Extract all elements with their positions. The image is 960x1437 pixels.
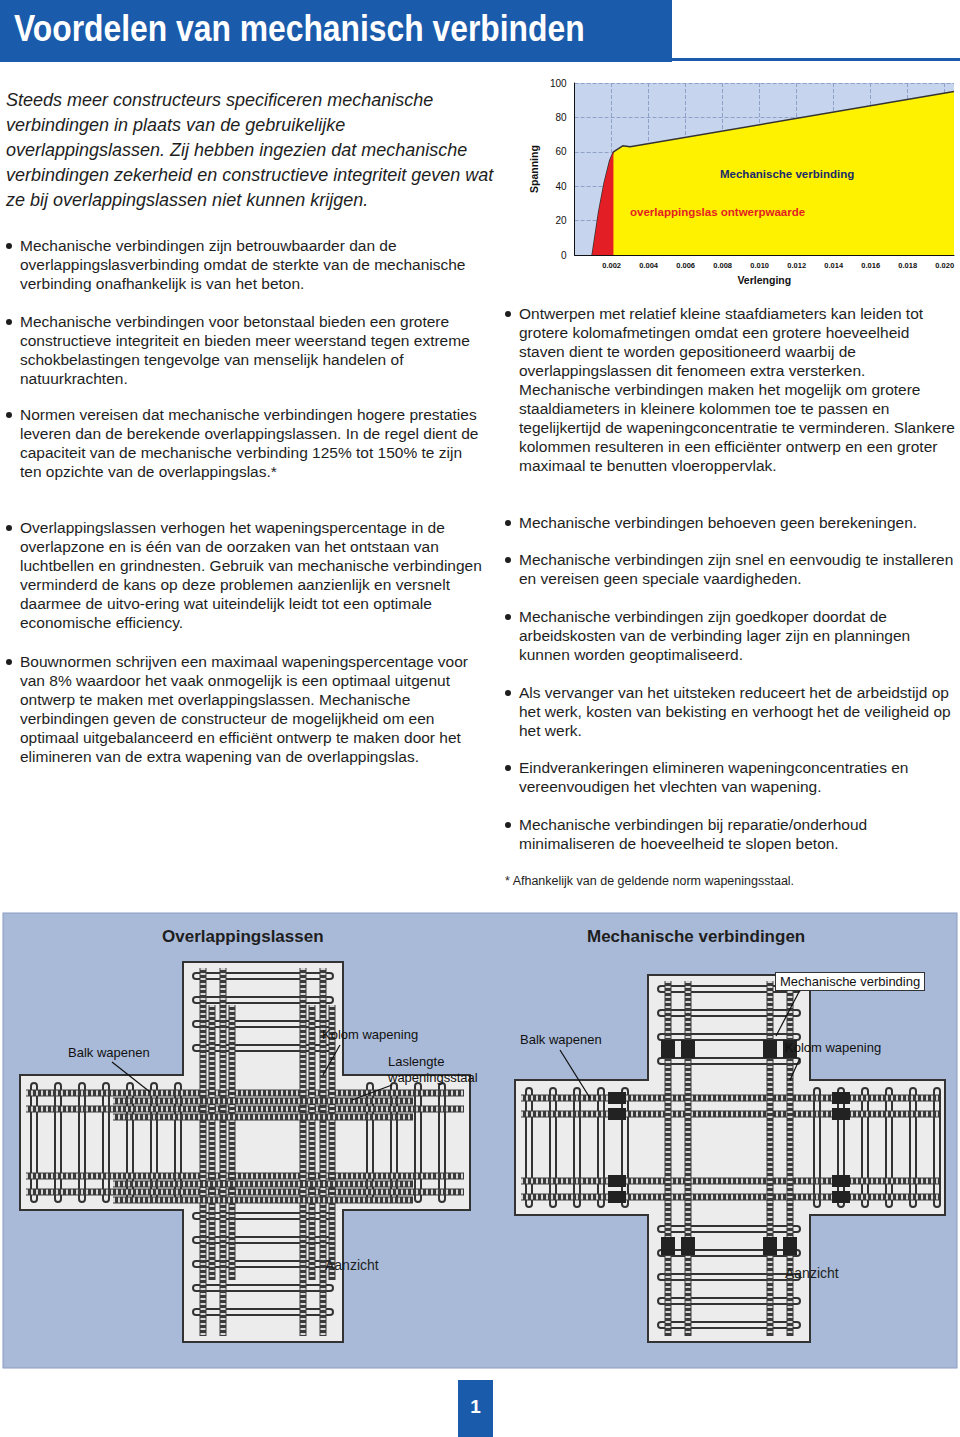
html-text:Normen vereisen dat mechanisch: Normen vereisen dat mechanische verbindi… <box>20 406 479 480</box>
html-text:Eindverankeringen elimineren w: Eindverankeringen elimineren wapeningcon… <box>519 759 909 795</box>
svg-text:Spanning: Spanning <box>528 145 540 193</box>
svg-text:0.010: 0.010 <box>750 261 769 270</box>
svg-text:0.020: 0.020 <box>935 261 954 270</box>
svg-text:Verlenging: Verlenging <box>737 274 791 286</box>
html-text:Mechanische verbindingen zijn: Mechanische verbindingen zijn goedkoper … <box>519 608 911 663</box>
html-text:Laslengte wapeningsstaal: Laslengte wapeningsstaal <box>388 1054 478 1085</box>
html-text:Overlappingslassen verhogen he: Overlappingslassen verhogen het wapening… <box>20 519 482 631</box>
svg-text:80: 80 <box>555 112 567 123</box>
svg-text:0.006: 0.006 <box>676 261 695 270</box>
html-text:Steeds meer constructeurs spec: Steeds meer constructeurs specificeren m… <box>6 90 494 210</box>
html-text:Bouwnormen schrijven een maxim: Bouwnormen schrijven een maximaal wapeni… <box>20 653 468 765</box>
svg-text:0.016: 0.016 <box>861 261 880 270</box>
svg-text:0.004: 0.004 <box>639 261 659 270</box>
svg-text:0.018: 0.018 <box>898 261 917 270</box>
svg-text:0.014: 0.014 <box>824 261 844 270</box>
html-text:Balk wapenen: Balk wapenen <box>68 1045 150 1060</box>
svg-text:0.008: 0.008 <box>713 261 732 270</box>
svg-text:0.012: 0.012 <box>787 261 806 270</box>
svg-text:0: 0 <box>561 250 567 261</box>
html-text:Mechanische verbindingen zijn: Mechanische verbindingen zijn betrouwbaa… <box>20 237 466 292</box>
html-text:Mechanische verbindingen bij r: Mechanische verbindingen bij reparatie/o… <box>519 816 868 852</box>
html-text:Kolom wapening: Kolom wapening <box>322 1027 419 1042</box>
html-text:Aanzicht: Aanzicht <box>785 1265 839 1281</box>
html-text:Overlappingslassen: Overlappingslassen <box>162 927 324 946</box>
svg-text:20: 20 <box>555 215 567 226</box>
svg-text:60: 60 <box>555 146 567 157</box>
html-text:Mechanische verbindingen: Mechanische verbindingen <box>587 927 806 946</box>
html-text:Aanzicht: Aanzicht <box>325 1257 379 1273</box>
html-text:Mechanische verbindingen voor: Mechanische verbindingen voor betonstaal… <box>20 313 470 387</box>
svg-text:Mechanische verbinding: Mechanische verbinding <box>720 168 854 180</box>
html-text:Mechanische verbindingen behoe: Mechanische verbindingen behoeven geen b… <box>519 514 918 531</box>
svg-text:overlappingslas ontwerpwaarde: overlappingslas ontwerpwaarde <box>630 206 805 218</box>
html-text:1: 1 <box>470 1396 481 1417</box>
html-text:Ontwerpen met relatief kleine: Ontwerpen met relatief kleine staafdiame… <box>519 305 955 474</box>
html-text:Mechanische verbinding: Mechanische verbinding <box>780 974 921 989</box>
svg-text:0.002: 0.002 <box>602 261 621 270</box>
html-text:Voordelen van mechanisch verbi: Voordelen van mechanisch verbinden <box>14 8 585 49</box>
svg-text:40: 40 <box>555 181 567 192</box>
html-text:* Afhankelijk van de geldende: * Afhankelijk van de geldende norm wapen… <box>505 874 795 888</box>
html-text:Kolom wapening: Kolom wapening <box>785 1040 882 1055</box>
html-text:Mechanische verbindingen zijn: Mechanische verbindingen zijn snel en ee… <box>519 551 954 587</box>
svg-text:100: 100 <box>550 78 567 89</box>
html-text:Balk wapenen: Balk wapenen <box>520 1032 602 1047</box>
html-text:Als vervanger van het uitsteke: Als vervanger van het uitsteken reduceer… <box>519 684 951 739</box>
